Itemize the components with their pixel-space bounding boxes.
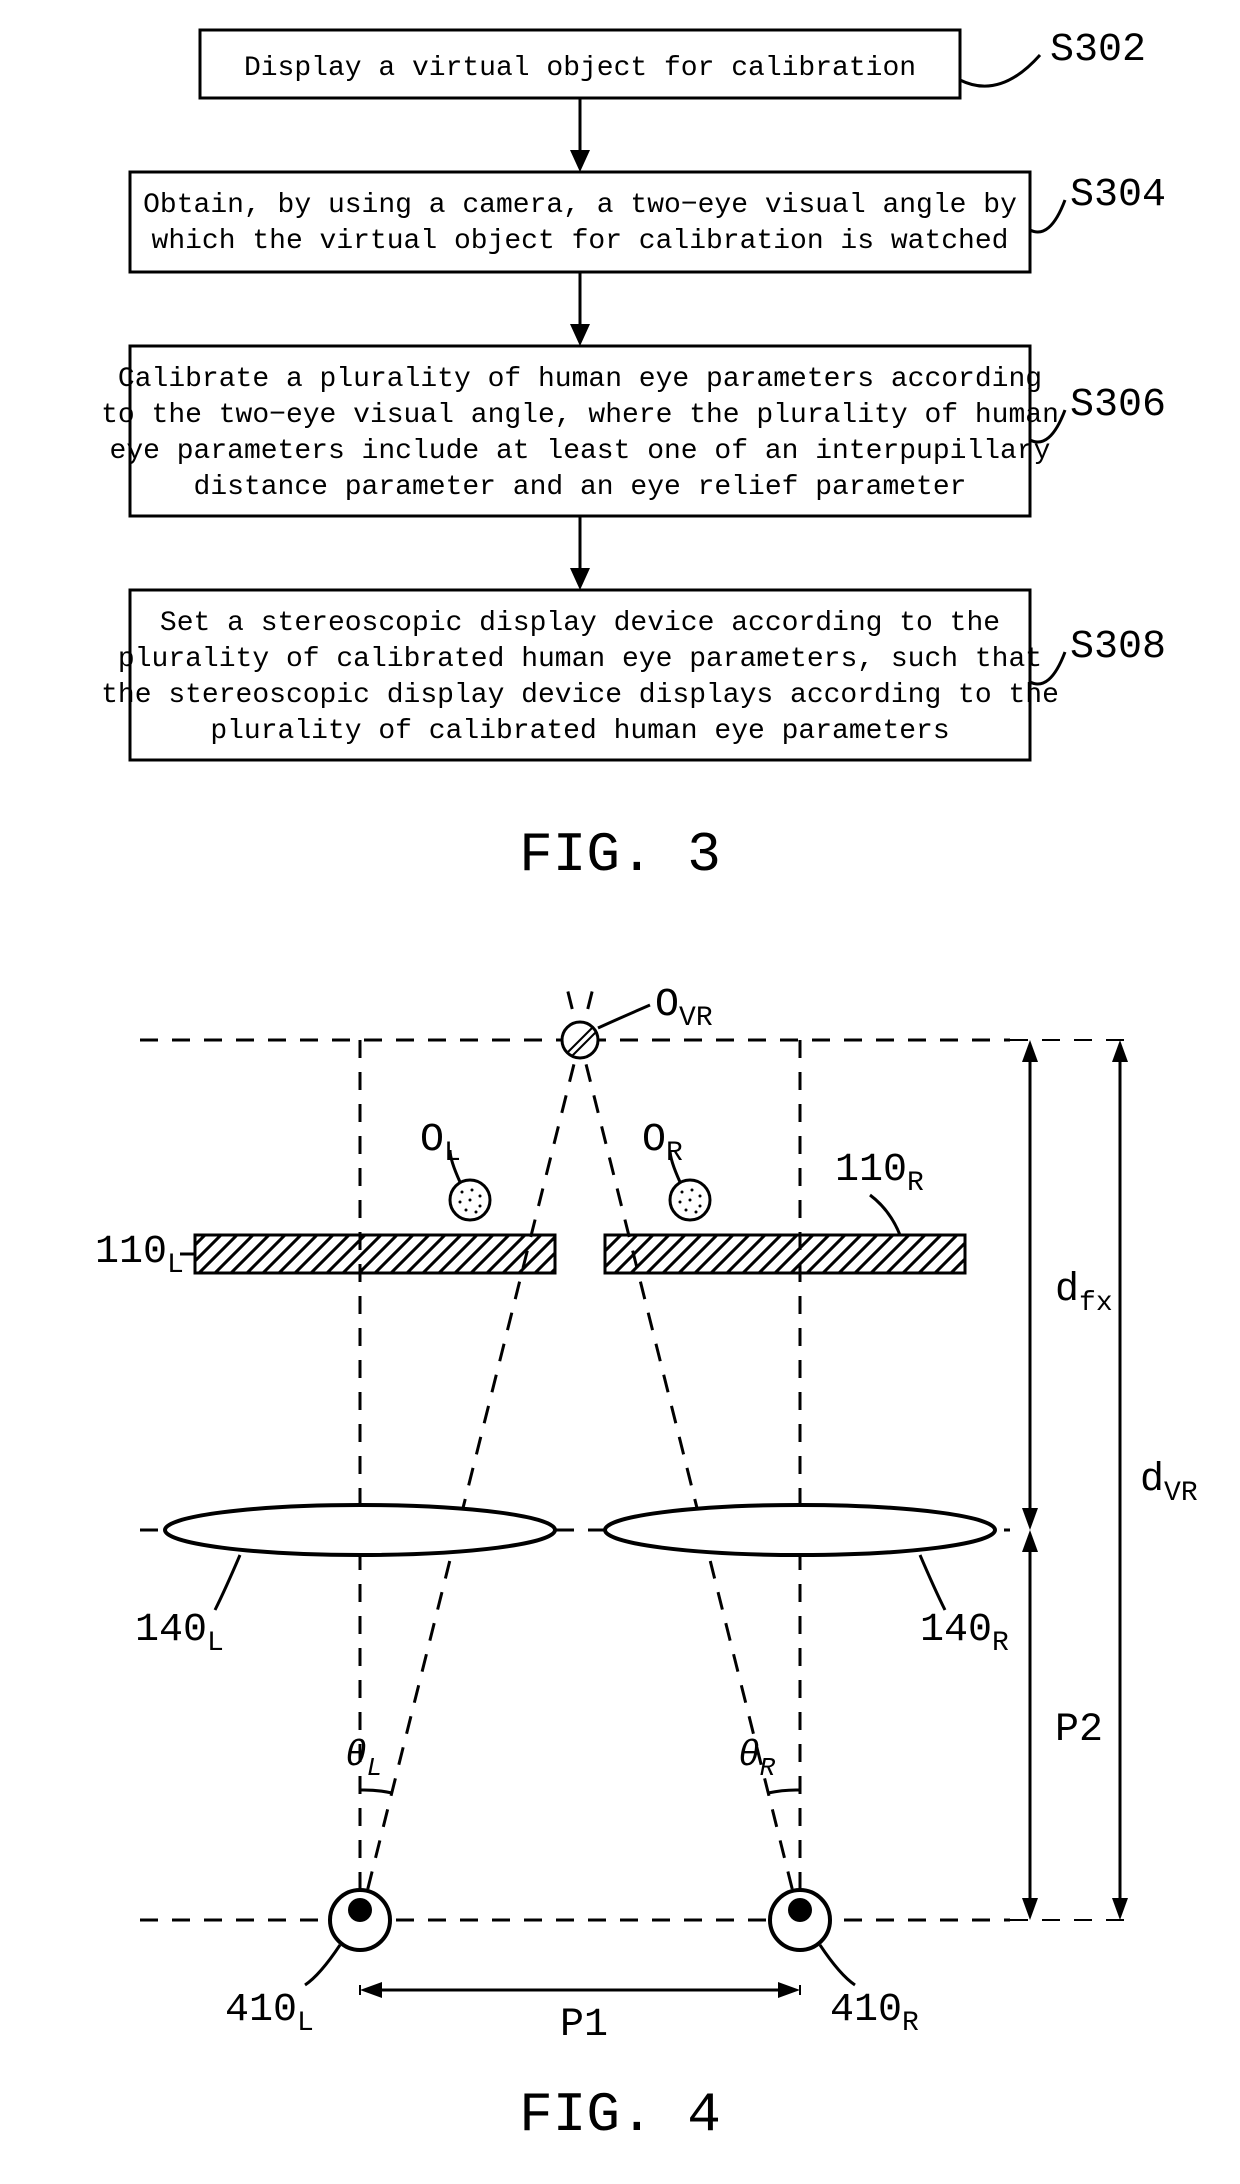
step-s308-text-line3: the stereoscopic display device displays… bbox=[101, 680, 1059, 711]
display-110r: 110R bbox=[605, 1148, 965, 1273]
step-s308-text-line2: plurality of calibrated human eye parame… bbox=[118, 644, 1042, 675]
step-s306-label: S306 bbox=[1070, 383, 1166, 428]
display-110r-label: 110R bbox=[835, 1148, 924, 1199]
ovr-label: OVR bbox=[655, 983, 713, 1034]
step-s308-text-line1: Set a stereoscopic display device accord… bbox=[160, 608, 1000, 639]
step-s306-text-line1: Calibrate a plurality of human eye param… bbox=[118, 364, 1042, 395]
angle-theta-l: θL bbox=[345, 1735, 392, 1793]
lens-140l: 140L bbox=[135, 1505, 555, 1659]
step-s306: Calibrate a plurality of human eye param… bbox=[101, 346, 1166, 516]
theta-r-label: θR bbox=[738, 1735, 776, 1783]
step-s304-label: S304 bbox=[1070, 173, 1166, 218]
display-110l-label: 110L bbox=[95, 1230, 184, 1281]
dim-p2: P2 bbox=[1022, 1530, 1103, 1920]
p1-label: P1 bbox=[560, 2003, 608, 2048]
lens-140r-label: 140R bbox=[920, 1608, 1009, 1659]
step-s304: Obtain, by using a camera, a two−eye vis… bbox=[130, 172, 1166, 272]
dfx-label: dfx bbox=[1055, 1268, 1113, 1319]
step-s308-label: S308 bbox=[1070, 625, 1166, 670]
or-point: OR bbox=[642, 1118, 710, 1220]
eye-410l: 410L bbox=[225, 1890, 390, 2039]
step-s302: Display a virtual object for calibration… bbox=[200, 28, 1146, 98]
step-s304-text-line1: Obtain, by using a camera, a two−eye vis… bbox=[143, 190, 1017, 221]
step-s306-text-line3: eye parameters include at least one of a… bbox=[110, 436, 1051, 467]
arrow-s302-s304 bbox=[570, 98, 590, 172]
eye-410r: 410R bbox=[770, 1890, 919, 2039]
step-s304-text-line2: which the virtual object for calibration… bbox=[152, 226, 1009, 257]
step-s306-text-line2: to the two−eye visual angle, where the p… bbox=[101, 400, 1059, 431]
fig3-flowchart: Display a virtual object for calibration… bbox=[101, 28, 1166, 887]
or-label: OR bbox=[642, 1118, 683, 1169]
dvr-label: dVR bbox=[1140, 1458, 1198, 1509]
step-s308: Set a stereoscopic display device accord… bbox=[101, 590, 1166, 760]
dim-dvr: dVR bbox=[1010, 1040, 1198, 1920]
arrow-s304-s306 bbox=[570, 272, 590, 346]
arrow-s306-s308 bbox=[570, 516, 590, 590]
sight-line-left bbox=[360, 1040, 580, 1920]
theta-l-label: θL bbox=[345, 1735, 382, 1783]
lens-140l-label: 140L bbox=[135, 1608, 224, 1659]
lens-140r: 140R bbox=[605, 1505, 1009, 1659]
fig3-caption: FIG. 3 bbox=[519, 823, 721, 887]
step-s308-text-line4: plurality of calibrated human eye parame… bbox=[210, 716, 949, 747]
p2-label: P2 bbox=[1055, 1708, 1103, 1753]
sight-line-right bbox=[580, 1040, 800, 1920]
angle-theta-r: θR bbox=[738, 1735, 800, 1793]
ovr-point: OVR bbox=[562, 983, 713, 1058]
fig4-caption: FIG. 4 bbox=[519, 2083, 721, 2147]
display-110l: 110L bbox=[95, 1230, 555, 1281]
step-s302-text: Display a virtual object for calibration bbox=[244, 53, 916, 84]
dim-dfx: dfx bbox=[1022, 1040, 1113, 1530]
fig4-diagram: OVR OL OR 110L bbox=[95, 980, 1198, 2147]
patent-figure-page: Display a virtual object for calibration… bbox=[0, 0, 1240, 2184]
ol-label: OL bbox=[420, 1118, 461, 1169]
dim-p1: P1 bbox=[360, 1982, 800, 2048]
ol-point: OL bbox=[420, 1118, 490, 1220]
step-s302-label: S302 bbox=[1050, 28, 1146, 73]
eye-410r-label: 410R bbox=[830, 1988, 919, 2039]
step-s306-text-line4: distance parameter and an eye relief par… bbox=[194, 472, 967, 503]
eye-410l-label: 410L bbox=[225, 1988, 314, 2039]
